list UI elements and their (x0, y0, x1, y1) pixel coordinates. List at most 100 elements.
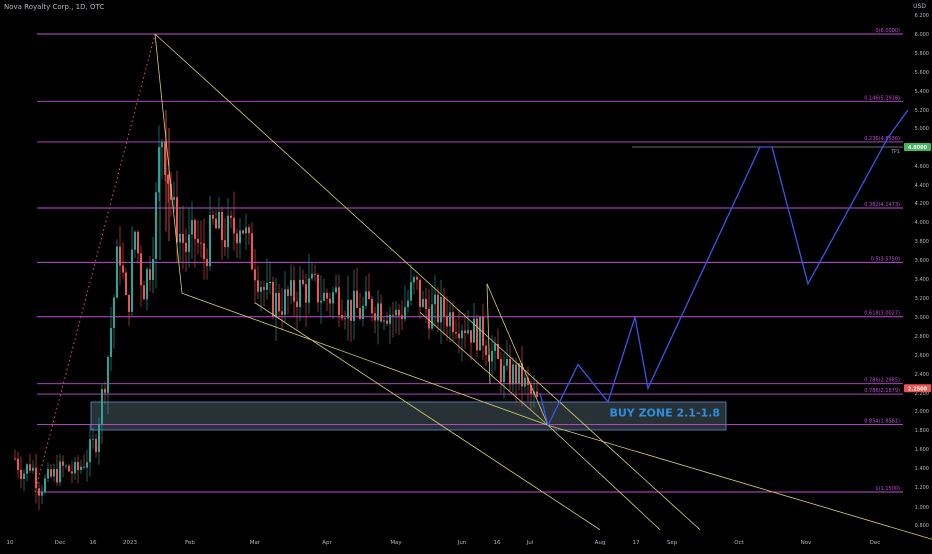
x-tick-label: Dec (55, 540, 66, 546)
buy-zone (90, 401, 727, 431)
candle-body (281, 311, 283, 315)
y-tick-label: 5.000 (915, 126, 929, 132)
candle-body (182, 233, 184, 243)
candle-body (392, 314, 394, 316)
x-tick-label: Jul (526, 540, 534, 546)
candle-body (50, 469, 52, 477)
candle-body (422, 298, 424, 307)
candle-body (323, 292, 325, 301)
symbol-exchange: OTC (89, 3, 105, 11)
candle-body (158, 147, 160, 193)
candle-body (464, 330, 466, 334)
candle-body (137, 231, 139, 254)
candle-body (164, 141, 166, 175)
candle-body (494, 343, 496, 351)
trendline (254, 302, 601, 531)
candle-body (347, 299, 349, 319)
candle-body (92, 438, 94, 440)
candle-body (38, 488, 40, 496)
candle-body (479, 316, 481, 351)
candle-body (338, 287, 340, 316)
candle-body (29, 464, 31, 471)
y-tick-label: 1.200 (915, 485, 929, 491)
candle-body (368, 291, 370, 300)
candle-body (143, 285, 145, 300)
candle-body (350, 299, 352, 321)
fib-level-label: 0.786(2.1879) (864, 388, 900, 394)
candle-body (503, 365, 505, 383)
trendline (547, 424, 661, 531)
trendline (154, 33, 183, 294)
candle-body (200, 242, 202, 244)
candle-body (224, 240, 226, 248)
candle-body (68, 465, 70, 472)
candle-body (377, 303, 379, 321)
candle-body (221, 211, 223, 241)
candle-body (83, 466, 85, 468)
candle-body (62, 461, 64, 466)
candle-body (17, 458, 19, 470)
candle-body (218, 211, 220, 229)
candle-body (485, 345, 487, 355)
candle-body (266, 283, 268, 290)
candle-body (335, 287, 337, 293)
tp-label: TP1 (890, 149, 900, 155)
candle-body (35, 467, 37, 489)
y-tick-label: 3.800 (915, 239, 929, 245)
candle-body (104, 389, 106, 393)
x-tick-label: 17 (633, 540, 640, 546)
candle-body (353, 290, 355, 321)
candle-body (530, 385, 532, 394)
candle-body (185, 242, 187, 252)
candle-body (290, 280, 292, 296)
header-separator: , (71, 3, 76, 11)
candle-body (440, 297, 442, 323)
candle-body (302, 279, 304, 285)
candle-body (446, 315, 448, 327)
candle-body (203, 243, 205, 260)
candle-body (452, 312, 454, 333)
candle-body (245, 227, 247, 234)
y-tick-label: 4.400 (915, 183, 929, 189)
candle-body (248, 227, 250, 234)
candle-body (536, 391, 538, 397)
y-tick-label: 0.800 (915, 523, 929, 529)
candle-body (527, 377, 529, 386)
candle-body (311, 274, 313, 279)
candle-body (65, 465, 67, 467)
candle-body (134, 231, 136, 250)
candle-body (476, 318, 478, 351)
candle-body (179, 233, 181, 243)
candle-body (329, 298, 331, 304)
candle-body (419, 279, 421, 307)
candle-body (140, 253, 142, 286)
tp-price-badge-text: 4.8000 (908, 145, 928, 151)
candle-body (32, 467, 34, 471)
candle-body (344, 318, 346, 320)
candle-body (473, 318, 475, 343)
y-tick-label: 3.400 (915, 277, 929, 283)
candle-body (128, 294, 130, 312)
candle-body (146, 269, 148, 300)
x-tick-label: Aug (595, 540, 606, 546)
y-tick-label: 4.200 (915, 201, 929, 207)
x-tick-label: Dec (870, 540, 881, 546)
candle-body (521, 363, 523, 387)
candle-body (113, 297, 115, 329)
candle-body (284, 289, 286, 315)
candle-body (515, 364, 517, 384)
candle-body (47, 469, 49, 479)
candle-body (116, 246, 118, 298)
candle-body (278, 292, 280, 312)
candle-body (401, 315, 403, 320)
candle-body (215, 218, 217, 229)
candle-body (77, 461, 79, 470)
trendline (486, 283, 491, 384)
y-tick-label: 1.600 (915, 447, 929, 453)
x-tick-label: Mar (250, 540, 261, 546)
y-tick-label: 3.600 (915, 258, 929, 264)
trendline (181, 292, 549, 426)
candle-body (269, 281, 271, 284)
